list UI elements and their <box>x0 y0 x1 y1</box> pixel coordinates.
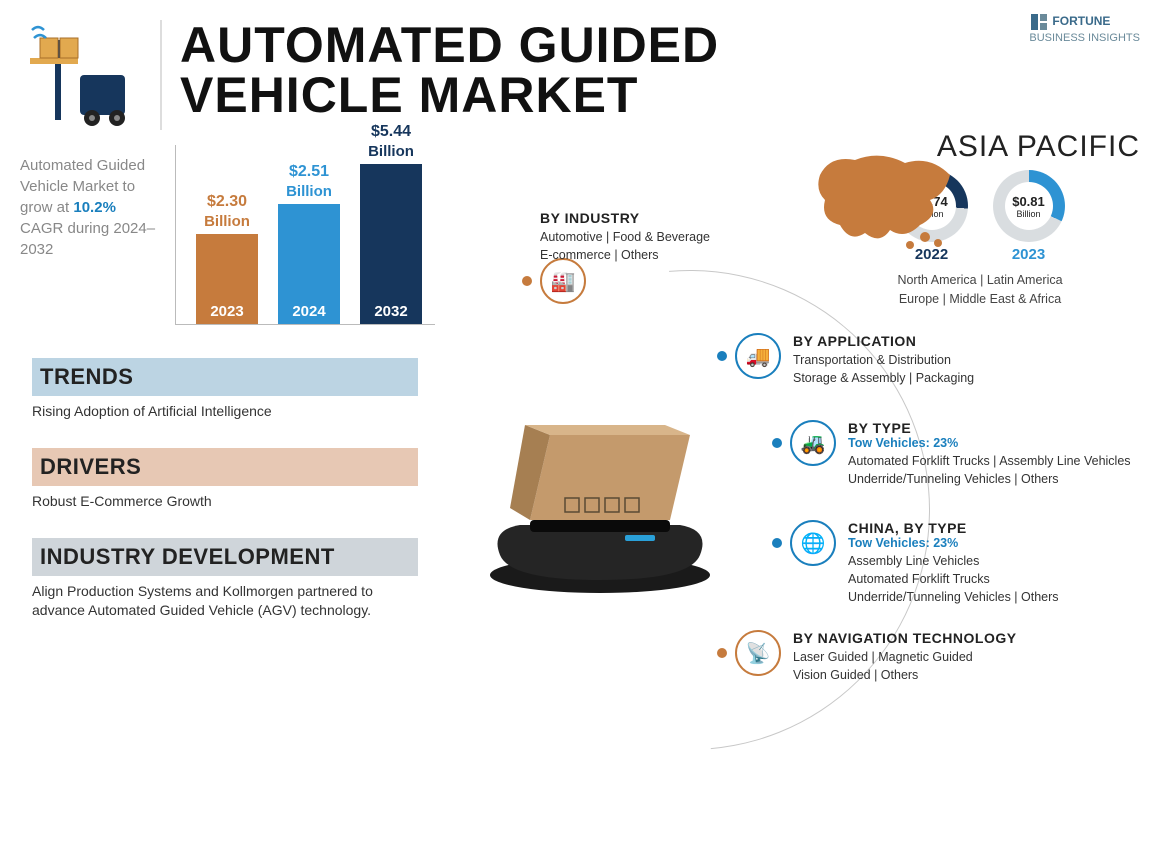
segment-title: CHINA, BY TYPE <box>848 520 1059 536</box>
chart-bar: $5.44 Billion 2032 <box>360 123 422 324</box>
divider <box>160 20 162 130</box>
band-title: TRENDS <box>32 358 418 396</box>
segment-title: BY INDUSTRY <box>540 210 800 226</box>
band-body: Robust E-Commerce Growth <box>32 492 418 511</box>
segment-highlight: Tow Vehicles: 23% <box>848 436 1131 450</box>
page-title: AUTOMATED GUIDED VEHICLE MARKET <box>180 20 719 120</box>
growth-summary: Automated Guided Vehicle Market to grow … <box>20 155 160 260</box>
bar-value: $5.44 <box>360 123 422 141</box>
segment-highlight: Tow Vehicles: 23% <box>848 536 1059 550</box>
brand-icon <box>1029 12 1049 32</box>
bar-unit: Billion <box>196 213 258 230</box>
band-title: INDUSTRY DEVELOPMENT <box>32 538 418 576</box>
segment-detail: Transportation & DistributionStorage & A… <box>793 351 974 387</box>
bar-year: 2032 <box>360 303 422 320</box>
segment-node: 📡 BY NAVIGATION TECHNOLOGY Laser Guided | … <box>735 630 1017 684</box>
segment-detail: Automotive | Food & BeverageE-commerce |… <box>540 228 800 264</box>
segment-title: BY NAVIGATION TECHNOLOGY <box>793 630 1017 646</box>
band-title: DRIVERS <box>32 448 418 486</box>
segment-detail: Assembly Line VehiclesAutomated Forklift… <box>848 552 1059 606</box>
bar-unit: Billion <box>360 143 422 160</box>
segment-icon: 🌐 <box>790 520 836 566</box>
segment-dot <box>522 276 532 286</box>
segment-dot <box>772 538 782 548</box>
bar-year: 2024 <box>278 303 340 320</box>
brand-sub: BUSINESS INSIGHTS <box>1029 32 1140 44</box>
bar-value: $2.51 <box>278 163 340 181</box>
chart-bar: $2.51 Billion 2024 <box>278 163 340 324</box>
info-band: INDUSTRY DEVELOPMENT Align Production Sys… <box>20 530 430 630</box>
market-bar-chart: $2.30Billion2023$2.51Billion2024$5.44Bil… <box>175 145 435 325</box>
segment-node: 🚜 BY TYPETow Vehicles: 23% Automated Forkl… <box>790 420 1131 488</box>
bar-year: 2023 <box>196 303 258 320</box>
segment-dot <box>717 351 727 361</box>
agv-illustration <box>470 380 730 600</box>
segment-title: BY TYPE <box>848 420 1131 436</box>
segment-dot <box>717 648 727 658</box>
segment-dot <box>772 438 782 448</box>
region-donut: $0.81Billion 2023 <box>993 170 1065 263</box>
donut-value: $0.81 <box>1012 194 1045 209</box>
brand-logo: FORTUNE BUSINESS INSIGHTS <box>1029 12 1140 44</box>
info-band: TRENDS Rising Adoption of Artificial Inte… <box>20 350 430 431</box>
band-body: Align Production Systems and Kollmorgen … <box>32 582 418 620</box>
segment-icon: 📡 <box>735 630 781 676</box>
donut-year: 2023 <box>993 246 1065 263</box>
brand-name: FORTUNE <box>1052 14 1110 28</box>
segment-icon: 🏭 <box>540 258 586 304</box>
other-regions: North America | Latin AmericaEurope | Mi… <box>820 271 1140 309</box>
band-body: Rising Adoption of Artificial Intelligen… <box>32 402 418 421</box>
segment-detail: Laser Guided | Magnetic GuidedVision Gui… <box>793 648 1017 684</box>
info-band: DRIVERS Robust E-Commerce Growth <box>20 440 430 521</box>
bar-value: $2.30 <box>196 193 258 211</box>
segment-icon: 🚚 <box>735 333 781 379</box>
segment-title: BY APPLICATION <box>793 333 974 349</box>
segment-detail: Automated Forklift Trucks | Assembly Lin… <box>848 452 1131 488</box>
forklift-icon <box>20 20 140 130</box>
bar-unit: Billion <box>278 183 340 200</box>
chart-bar: $2.30 Billion 2023 <box>196 193 258 324</box>
segment-node: 🏭BY INDUSTRYAutomotive | Food & Beverage… <box>540 258 586 304</box>
asia-map-icon <box>810 145 960 255</box>
donut-unit: Billion <box>1016 209 1040 219</box>
segment-icon: 🚜 <box>790 420 836 466</box>
segment-node: 🌐 CHINA, BY TYPETow Vehicles: 23% Assembly… <box>790 520 1059 606</box>
segment-node: 🚚 BY APPLICATION Transportation & Distribu… <box>735 333 974 387</box>
